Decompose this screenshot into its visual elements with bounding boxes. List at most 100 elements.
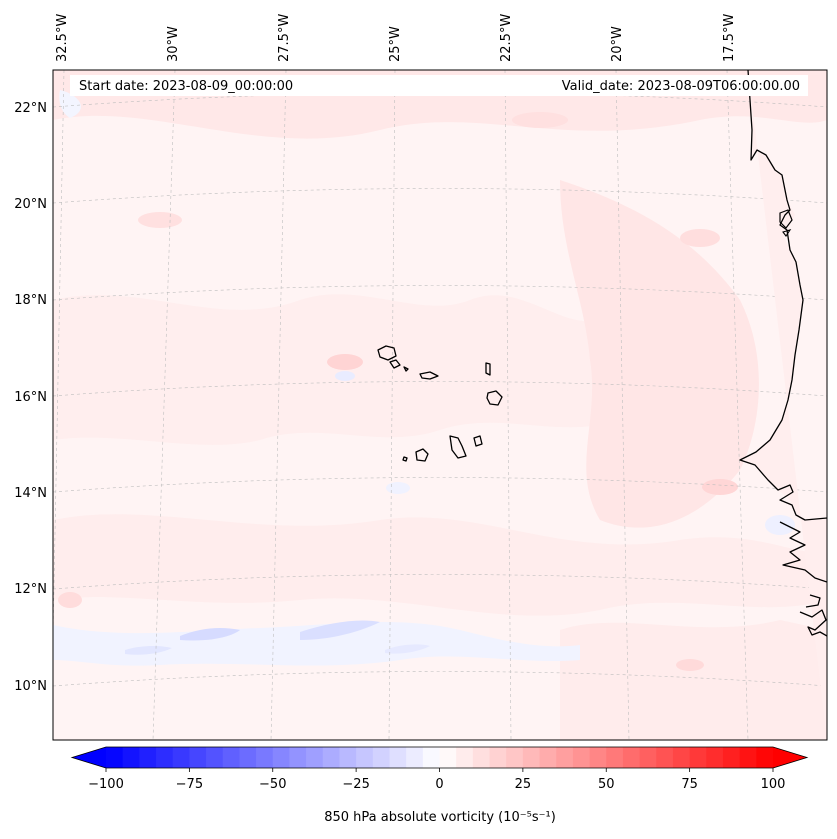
vorticity-patch <box>138 212 182 228</box>
colorbar-cell <box>706 747 724 768</box>
colorbar-tick-label: −25 <box>342 777 369 792</box>
negative-vorticity-streak <box>180 628 240 641</box>
colorbar-cell <box>739 747 757 768</box>
positive-vorticity-band-south <box>53 514 827 616</box>
coastline-line <box>739 70 827 637</box>
vorticity-patch <box>58 592 82 608</box>
negative-vorticity-patch <box>765 515 795 535</box>
colorbar-cell <box>272 747 291 768</box>
negative-vorticity-patch <box>335 371 355 381</box>
vorticity-patch <box>676 659 704 671</box>
colorbar-cells <box>72 747 807 768</box>
start-date-text: Start date: 2023-08-09_00:00:00 <box>79 79 293 94</box>
cape-verde-islands <box>377 345 503 462</box>
vorticity-patch <box>512 112 568 128</box>
island-fogo <box>415 448 429 462</box>
colorbar-cell <box>356 747 374 768</box>
colorbar-cell <box>589 747 607 768</box>
colorbar-cell <box>439 747 457 768</box>
valid-date-text: Valid_date: 2023-08-09T06:00:00.00 <box>562 79 800 94</box>
coastline-line <box>782 229 792 237</box>
lon-label: 20°W <box>610 26 625 62</box>
lat-label: 20°N <box>14 197 47 212</box>
colorbar-cell <box>422 747 441 768</box>
lon-label: 30°W <box>166 26 181 62</box>
vorticity-patch <box>702 479 738 495</box>
colorbar-tick-label: −75 <box>176 777 203 792</box>
lat-label: 14°N <box>14 486 47 501</box>
island-maio <box>473 435 483 447</box>
colorbar-cell <box>139 747 157 768</box>
colorbar-cell <box>689 747 707 768</box>
colorbar-cell <box>306 747 324 768</box>
lon-label: 17.5°W <box>722 14 737 62</box>
info-header-background <box>70 75 808 96</box>
colorbar-cell <box>222 747 241 768</box>
lon-label: 32.5°W <box>55 14 70 62</box>
colorbar-extend-min <box>72 747 106 768</box>
colorbar-cell <box>206 747 224 768</box>
colorbar-cell <box>156 747 174 768</box>
colorbar-cell <box>606 747 624 768</box>
colorbar-cell <box>389 747 407 768</box>
colorbar-tick-label: 75 <box>681 777 698 792</box>
africa-coastline <box>740 70 827 740</box>
colorbar-cell <box>672 747 691 768</box>
positive-vorticity-band-southeast <box>560 620 827 740</box>
map-panel <box>52 69 828 741</box>
negative-vorticity-patch <box>386 482 410 494</box>
colorbar-cell <box>239 747 257 768</box>
island-santiago <box>449 435 467 459</box>
colorbar-cell <box>539 747 557 768</box>
island-santo-antao <box>377 345 397 361</box>
colorbar-cell <box>122 747 140 768</box>
colorbar-cell <box>572 747 591 768</box>
island-santa-luzia <box>403 366 409 372</box>
positive-vorticity-band-central <box>53 294 620 445</box>
island-boa-vista <box>486 390 503 406</box>
negative-vorticity-streak <box>125 645 172 655</box>
colorbar-cell <box>456 747 474 768</box>
colorbar-cell <box>322 747 341 768</box>
lon-label: 27.5°W <box>277 14 292 62</box>
colorbar-tick-label: 100 <box>761 777 786 792</box>
colorbar-cell <box>256 747 274 768</box>
negative-vorticity-streak <box>300 620 380 640</box>
island-sao-nicolau <box>419 371 439 380</box>
colorbar-cell <box>372 747 391 768</box>
island-sao-vicente <box>389 359 401 369</box>
colorbar-cell <box>756 747 774 768</box>
island-sal <box>485 362 491 376</box>
colorbar-cell <box>289 747 307 768</box>
colorbar-tick-label: 0 <box>435 777 443 792</box>
colorbar-cell <box>639 747 657 768</box>
colorbar-cell <box>189 747 207 768</box>
colorbar-cell <box>406 747 424 768</box>
vorticity-patch <box>680 229 720 247</box>
colorbar-tick-label: 25 <box>515 777 532 792</box>
vorticity-field <box>53 70 827 740</box>
negative-vorticity-streak <box>59 90 81 118</box>
colorbar-cell <box>339 747 357 768</box>
colorbar-cell <box>472 747 491 768</box>
lon-label: 22.5°W <box>499 14 514 62</box>
colorbar-cell <box>106 747 124 768</box>
lat-label: 18°N <box>14 293 47 308</box>
colorbar-cell <box>656 747 674 768</box>
lon-label: 25°W <box>388 26 403 62</box>
colorbar-ticks: −100 −75 −50 −25 0 25 50 75 100 <box>88 768 785 792</box>
colorbar-cell <box>622 747 641 768</box>
colorbar-cell <box>522 747 541 768</box>
negative-vorticity-streak <box>53 621 580 666</box>
positive-vorticity-band-east <box>560 180 759 528</box>
lat-label: 22°N <box>14 101 47 116</box>
colorbar-cell <box>722 747 741 768</box>
lat-label: 10°N <box>14 679 47 694</box>
info-header: Start date: 2023-08-09_00:00:00 Valid_da… <box>70 75 808 96</box>
latitude-labels: 22°N 20°N 18°N 16°N 14°N 12°N 10°N <box>14 101 47 694</box>
lat-label: 16°N <box>14 390 47 405</box>
colorbar-cell <box>556 747 574 768</box>
vorticity-patch <box>327 354 363 370</box>
longitude-labels: 32.5°W 30°W 27.5°W 25°W 22.5°W 20°W 17.5… <box>55 14 737 62</box>
